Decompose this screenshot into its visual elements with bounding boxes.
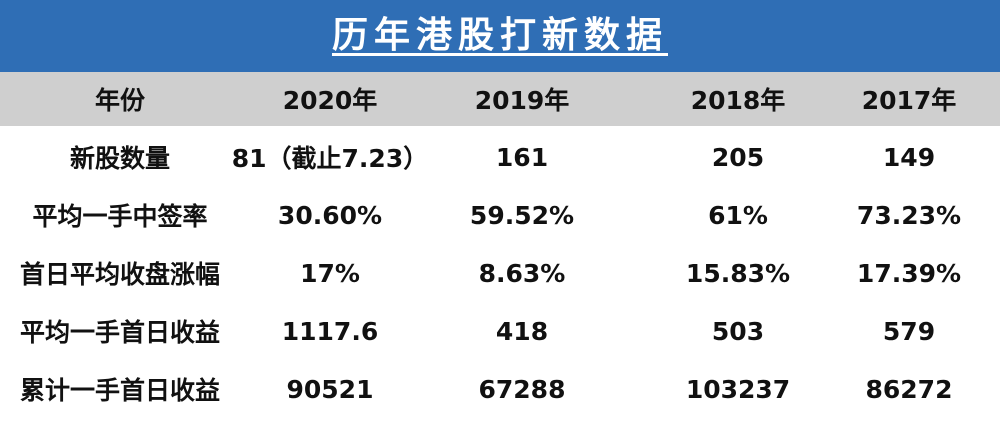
table-row: 平均一手中签率 30.60% 59.52% 61% 73.23%	[0, 186, 1000, 244]
cell-2020: 17%	[300, 258, 360, 288]
header-cell-2019: 2019年	[474, 86, 570, 115]
cell-2018: 15.83%	[685, 258, 791, 288]
cell-2018: 503	[711, 316, 765, 346]
cell-2020: 90521	[286, 374, 374, 404]
table-row: 平均一手首日收益 1117.6 418 503 579	[0, 302, 1000, 360]
row-label: 累计一手首日收益	[19, 376, 220, 405]
cell-2018: 103237	[685, 374, 791, 404]
row-label: 平均一手首日收益	[19, 318, 220, 347]
table-title: 历年港股打新数据	[331, 15, 668, 56]
row-label: 新股数量	[69, 144, 170, 173]
cell-2019: 418	[495, 316, 549, 346]
cell-2018: 61%	[708, 200, 768, 230]
table-row: 首日平均收盘涨幅 17% 8.63% 15.83% 17.39%	[0, 244, 1000, 302]
cell-2019: 161	[495, 142, 549, 172]
cell-2020: 81（截止7.23）	[231, 144, 429, 173]
header-cell-2018: 2018年	[690, 86, 786, 115]
table-row: 累计一手首日收益 90521 67288 103237 86272	[0, 360, 1000, 418]
table-row: 新股数量 81（截止7.23） 161 205 149	[0, 128, 1000, 186]
row-label: 平均一手中签率	[32, 202, 208, 231]
title-banner: 历年港股打新数据	[0, 0, 1000, 72]
cell-2017: 579	[882, 316, 936, 346]
cell-2019: 59.52%	[469, 200, 575, 230]
cell-2019: 67288	[478, 374, 566, 404]
cell-2017: 73.23%	[856, 200, 962, 230]
header-cell-2020: 2020年	[282, 86, 378, 115]
cell-2019: 8.63%	[478, 258, 566, 288]
header-cell-2017: 2017年	[861, 86, 957, 115]
row-label: 首日平均收盘涨幅	[19, 260, 220, 289]
cell-2018: 205	[711, 142, 765, 172]
cell-2020: 30.60%	[277, 200, 383, 230]
header-row: 年份 2020年 2019年 2018年 2017年	[0, 72, 1000, 126]
cell-2017: 86272	[865, 374, 953, 404]
header-cell-year: 年份	[94, 86, 145, 115]
cell-2017: 17.39%	[856, 258, 962, 288]
cell-2017: 149	[882, 142, 936, 172]
cell-2020: 1117.6	[281, 316, 379, 346]
